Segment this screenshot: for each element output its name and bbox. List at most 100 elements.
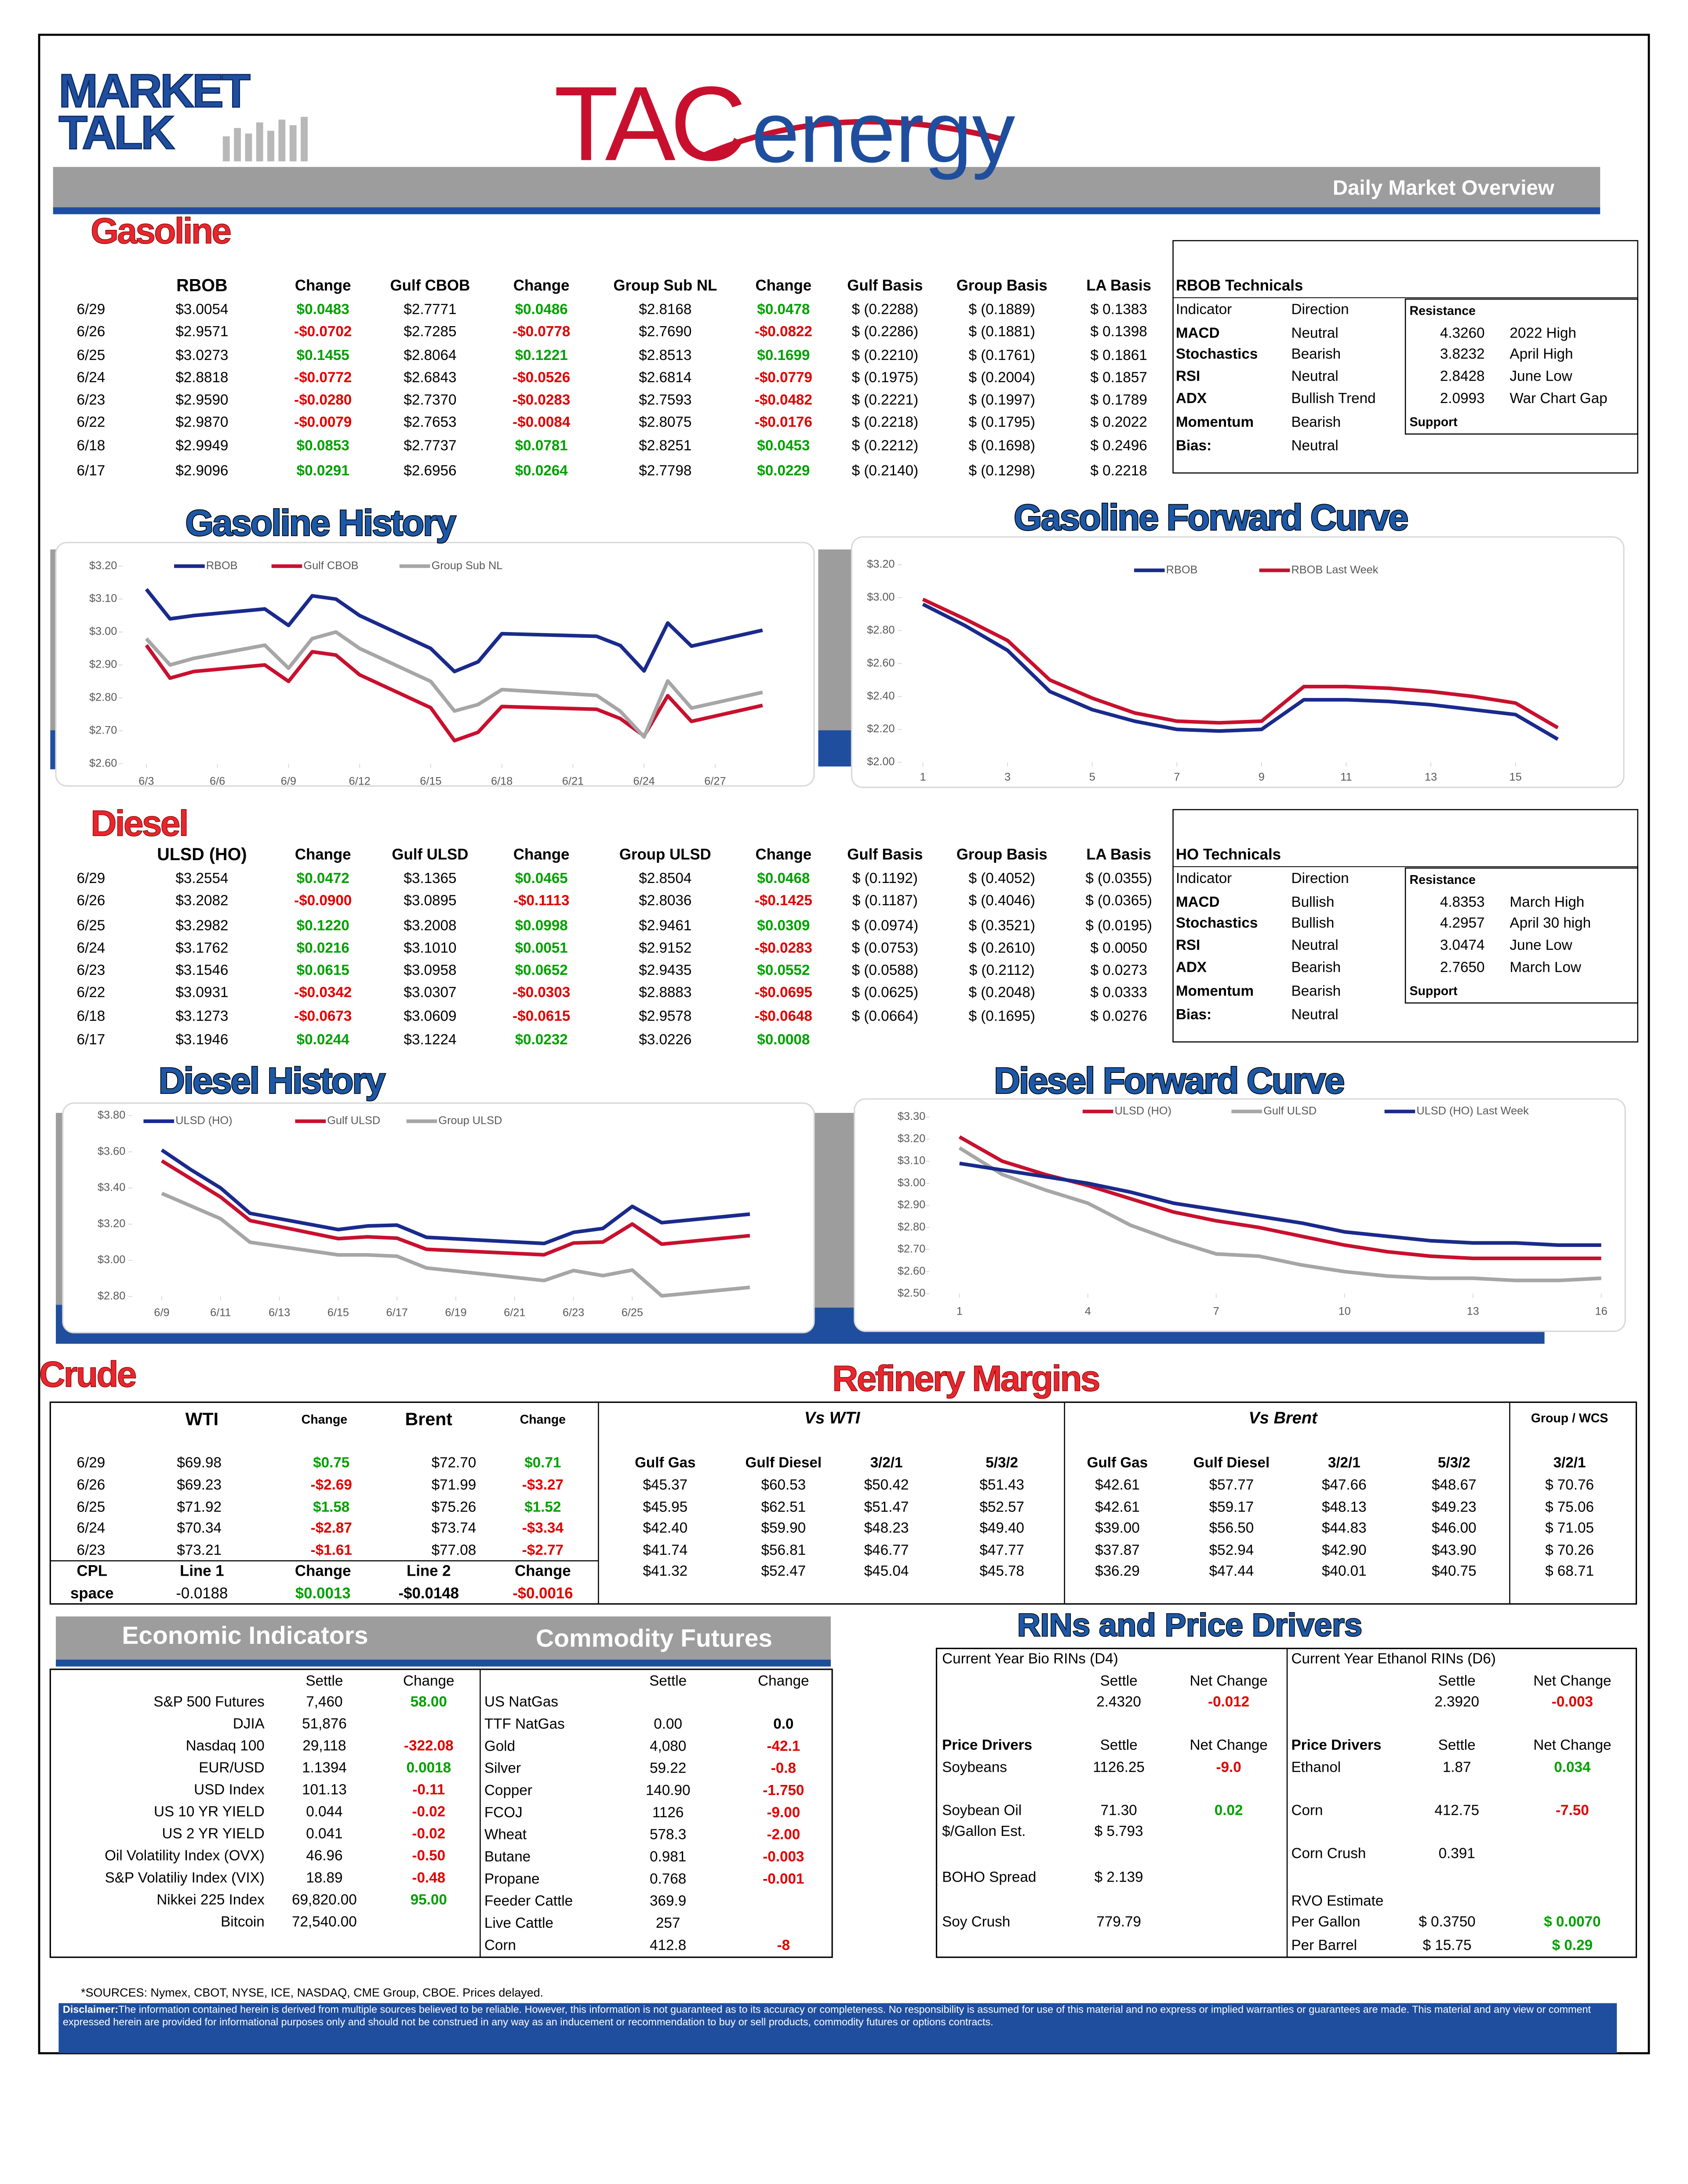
table-cell: $42.61 [1095, 1477, 1140, 1493]
column-header: Settle [1100, 1737, 1138, 1753]
x-tick-label: 4 [1085, 1305, 1091, 1317]
cpl-cell: space [70, 1584, 114, 1602]
brand-text: TAC [554, 64, 742, 182]
x-tick-label: 1 [957, 1305, 963, 1317]
cpl-header: Line 1 [180, 1563, 224, 1580]
table-cell: $0.1699 [757, 347, 810, 363]
y-tick-label: $2.50 [898, 1287, 925, 1299]
table-cell: $42.40 [643, 1520, 688, 1536]
direction: Bearish [1291, 983, 1341, 999]
y-tick-label: $3.00 [89, 625, 117, 638]
row-label: Corn [484, 1937, 516, 1953]
row-date: 6/26 [77, 323, 106, 340]
row-date: 6/26 [77, 893, 106, 909]
table-cell: $0.0291 [297, 463, 349, 479]
indicator: MACD [1176, 894, 1220, 910]
change: -0.48 [412, 1870, 445, 1886]
table-cell: $ (0.0753) [852, 940, 918, 956]
table-cell: $ (0.0195) [1085, 918, 1152, 934]
table-cell: $2.9870 [175, 414, 228, 430]
table-cell: $ 0.0273 [1090, 962, 1147, 978]
settle: 51,876 [302, 1716, 347, 1732]
row-label: Corn [1291, 1802, 1323, 1819]
table-cell: $ (0.1192) [852, 870, 918, 887]
table-cell: $3.2008 [404, 918, 456, 934]
chart-title: Diesel History [159, 1061, 386, 1101]
column-header: RBOB [176, 276, 227, 295]
chart-panel [851, 536, 1625, 788]
row-label: Nikkei 225 Index [156, 1892, 265, 1908]
row-date: 6/22 [77, 985, 106, 1001]
settle: 2.3920 [1434, 1694, 1479, 1710]
resistance-box [1404, 298, 1638, 435]
table-cell: $75.26 [432, 1499, 477, 1515]
cpl-cell: -$0.0016 [513, 1584, 573, 1602]
table-cell: $42.90 [1322, 1542, 1367, 1559]
table-cell: $45.95 [643, 1499, 688, 1515]
table-cell: $0.0853 [297, 438, 349, 454]
table-cell: $ (0.0625) [852, 985, 918, 1001]
change: 95.00 [411, 1892, 447, 1908]
table-cell: $0.75 [313, 1454, 349, 1471]
change: -7.50 [1556, 1802, 1589, 1819]
table-cell: $3.0226 [639, 1032, 691, 1048]
legend-label: ULSD (HO) Last Week [1416, 1105, 1529, 1117]
table-cell: $0.0468 [757, 870, 810, 887]
table-cell: -$0.0303 [513, 985, 570, 1001]
table-cell: -$0.0084 [513, 414, 571, 430]
row-date: 6/18 [77, 438, 106, 454]
table-cell: $2.7285 [404, 323, 456, 340]
level: 4.3260 [1440, 325, 1485, 341]
table-cell: $77.08 [432, 1542, 477, 1559]
y-tick-label: $2.20 [867, 723, 895, 735]
settle: 1126.25 [1093, 1759, 1145, 1775]
table-cell: $ (0.1975) [852, 370, 918, 386]
table-cell: $ 0.0276 [1090, 1008, 1147, 1024]
change: 0.0018 [406, 1760, 451, 1776]
table-cell: $47.66 [1322, 1477, 1367, 1493]
table-cell: $ 0.1789 [1090, 392, 1147, 408]
header-bar [53, 167, 1601, 207]
level: 2.0993 [1440, 390, 1485, 407]
row-date: 6/18 [77, 1008, 106, 1024]
y-tick-label: $3.10 [89, 592, 117, 605]
table-cell: $ (0.2112) [969, 962, 1035, 978]
y-tick-label: $2.00 [867, 756, 895, 768]
disclaimer-span: The information contained herein is deri… [62, 2004, 1591, 2028]
direction: Bearish [1291, 414, 1341, 430]
row-label: Nasdaq 100 [186, 1738, 265, 1754]
table-cell: -$0.0772 [294, 370, 352, 386]
change: -0.02 [412, 1826, 445, 1842]
row-label: Silver [484, 1760, 521, 1777]
table-cell: $2.7798 [639, 463, 691, 479]
technicals-title: HO Technicals [1176, 846, 1281, 863]
table-cell: $48.13 [1322, 1499, 1367, 1515]
column-header: 5/3/2 [986, 1454, 1018, 1471]
column-header: Gulf CBOB [390, 277, 470, 294]
table-cell: $2.7653 [404, 414, 456, 430]
y-tick-label: $2.80 [898, 1221, 925, 1233]
table-cell: -$0.0702 [294, 323, 352, 340]
row-label: Copper [484, 1782, 532, 1799]
y-tick-label: $2.80 [89, 691, 117, 703]
y-tick-label: $2.70 [898, 1243, 925, 1255]
table-cell: $45.78 [979, 1563, 1024, 1579]
chart-panel [62, 1102, 815, 1334]
direction: Neutral [1291, 937, 1339, 953]
change: -2.00 [767, 1827, 800, 1843]
table-cell: -$3.34 [522, 1520, 564, 1536]
cpl-header: Line 2 [407, 1563, 451, 1580]
table-cell: $0.0264 [515, 463, 568, 479]
settle: $ 0.3750 [1419, 1914, 1475, 1930]
table-cell: $ 0.2496 [1090, 438, 1147, 454]
column-header: Gulf Gas [1087, 1454, 1148, 1471]
row-date: 6/29 [77, 302, 106, 318]
table-cell: $51.43 [979, 1477, 1024, 1493]
table-cell: $50.42 [864, 1477, 909, 1493]
table-cell: $2.6956 [404, 463, 456, 479]
settle: 59.22 [650, 1760, 686, 1777]
column-header: Group Basis [957, 846, 1048, 863]
cpl-header: Change [295, 1563, 351, 1580]
x-tick-label: 6/21 [504, 1306, 525, 1319]
row-date: 6/25 [77, 1499, 106, 1515]
